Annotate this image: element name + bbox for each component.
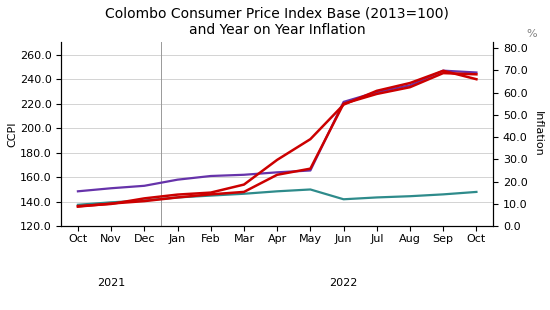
- Title: Colombo Consumer Price Index Base (2013=100)
and Year on Year Inflation: Colombo Consumer Price Index Base (2013=…: [105, 7, 449, 37]
- Text: 2021: 2021: [97, 278, 125, 288]
- Text: %: %: [526, 29, 537, 39]
- Y-axis label: CCPI: CCPI: [7, 122, 17, 147]
- Y-axis label: Inflation: Inflation: [533, 112, 543, 157]
- Text: 2022: 2022: [329, 278, 358, 288]
